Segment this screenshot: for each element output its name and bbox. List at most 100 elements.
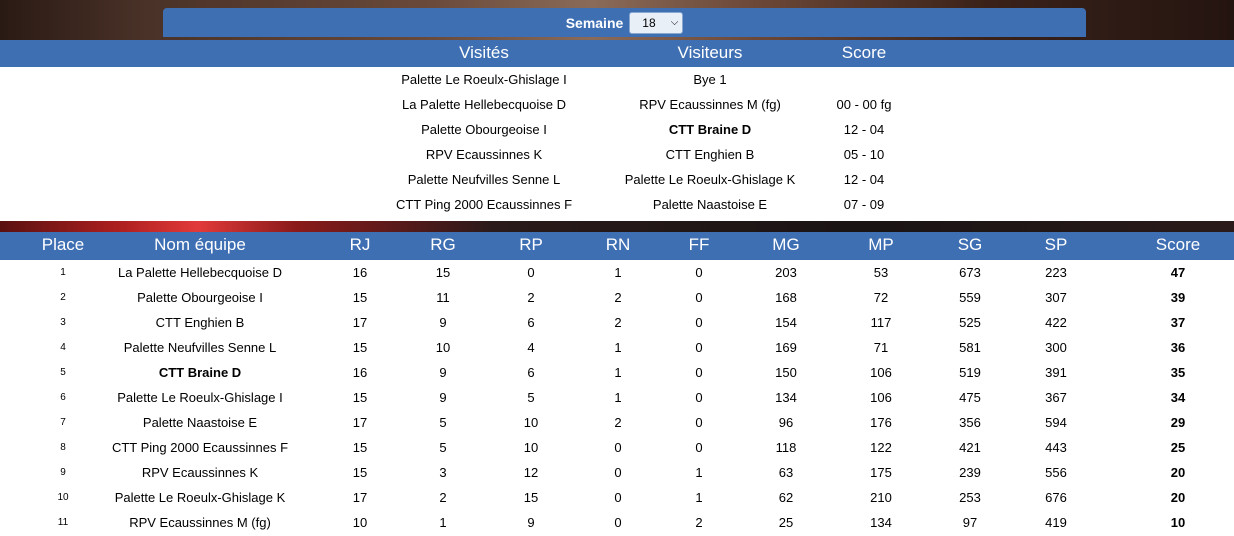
- standings-team: RPV Ecaussinnes M (fg): [129, 515, 271, 530]
- standings-score: 47: [1170, 265, 1186, 280]
- standings-team: Palette Naastoise E: [142, 415, 258, 430]
- standings-rn: 0: [614, 465, 622, 480]
- standings-place: 5: [60, 367, 66, 378]
- standings-rj: 17: [352, 415, 368, 430]
- match-score: 12 - 04: [843, 122, 885, 137]
- standings-score: 20: [1170, 465, 1186, 480]
- match-row: RPV Ecaussinnes K CTT Enghien B 05 - 10: [0, 142, 1234, 167]
- table-row: 2 Palette Obourgeoise I 15 11 2 2 0 168 72 559 307…: [0, 285, 1234, 310]
- standings-team: CTT Ping 2000 Ecaussinnes F: [111, 440, 289, 455]
- standings-header-ff: FF: [688, 235, 710, 254]
- standings-rn: 1: [614, 340, 622, 355]
- standings-place: 11: [57, 517, 69, 528]
- match-row: La Palette Hellebecquoise D RPV Ecaussinn…: [0, 92, 1234, 117]
- chevron-down-icon: ⌵: [670, 17, 679, 28]
- standings-mg: 62: [778, 490, 794, 505]
- match-away-team: Palette Le Roeulx-Ghislage K: [624, 172, 796, 187]
- standings-rn: 2: [614, 315, 622, 330]
- week-select-value: 18: [642, 15, 656, 30]
- standings-header-rj: RJ: [349, 235, 371, 254]
- standings-mg: 25: [778, 515, 794, 530]
- standings-ff: 0: [695, 290, 703, 305]
- standings-rg: 1: [439, 515, 447, 530]
- standings-mp: 53: [873, 265, 889, 280]
- standings-sg: 253: [959, 490, 981, 505]
- standings-rp: 6: [527, 365, 535, 380]
- standings-rj: 15: [352, 440, 368, 455]
- standings-rj: 17: [352, 315, 368, 330]
- standings-sp: 307: [1045, 290, 1067, 305]
- standings-place: 8: [60, 442, 66, 453]
- match-home-team: Palette Neufvilles Senne L: [407, 172, 561, 187]
- standings-sg: 673: [959, 265, 981, 280]
- standings-place: 6: [60, 392, 66, 403]
- standings-mg: 118: [775, 440, 797, 455]
- standings-rp: 2: [527, 290, 535, 305]
- standings-sp: 223: [1045, 265, 1067, 280]
- standings-place: 9: [60, 467, 66, 478]
- standings-rj: 17: [352, 490, 368, 505]
- week-selector-bar: Semaine 18 ⌵: [163, 8, 1086, 37]
- standings-team: RPV Ecaussinnes K: [141, 465, 259, 480]
- match-row: CTT Ping 2000 Ecaussinnes F Palette Naast…: [0, 192, 1234, 217]
- standings-rj: 16: [352, 265, 368, 280]
- standings-rg: 9: [439, 390, 447, 405]
- standings-rp: 10: [523, 415, 539, 430]
- match-home-team: RPV Ecaussinnes K: [425, 147, 543, 162]
- standings-rp: 12: [523, 465, 539, 480]
- standings-header-rn: RN: [605, 235, 631, 254]
- standings-rg: 2: [439, 490, 447, 505]
- standings-sp: 594: [1045, 415, 1067, 430]
- standings-mg: 168: [775, 290, 797, 305]
- standings-team: Palette Neufvilles Senne L: [123, 340, 277, 355]
- mid-banner-background: [0, 221, 1234, 232]
- table-row: 7 Palette Naastoise E 17 5 10 2 0 96 176 356 594 29: [0, 410, 1234, 435]
- week-select[interactable]: 18 ⌵: [629, 11, 684, 34]
- standings-place: 4: [60, 342, 66, 353]
- standings-mg: 154: [775, 315, 797, 330]
- standings-rp: 0: [527, 265, 535, 280]
- standings-rg: 15: [435, 265, 451, 280]
- standings-mp: 175: [870, 465, 892, 480]
- standings-team: Palette Obourgeoise I: [137, 290, 263, 305]
- standings-rg: 9: [439, 365, 447, 380]
- standings-ff: 0: [695, 415, 703, 430]
- standings-place: 7: [60, 417, 66, 428]
- standings-sg: 239: [959, 465, 981, 480]
- standings-mg: 169: [775, 340, 797, 355]
- standings-header-sg: SG: [957, 235, 983, 254]
- standings-team: Palette Le Roeulx-Ghislage K: [114, 490, 286, 505]
- standings-mg: 203: [775, 265, 797, 280]
- standings-rg: 3: [439, 465, 447, 480]
- table-row: 5 CTT Braine D 16 9 6 1 0 150 106 519 391 35: [0, 360, 1234, 385]
- standings-rp: 9: [527, 515, 535, 530]
- standings-rg: 5: [439, 415, 447, 430]
- standings-sp: 367: [1045, 390, 1067, 405]
- standings-team: La Palette Hellebecquoise D: [117, 265, 283, 280]
- standings-ff: 1: [695, 465, 703, 480]
- match-away-team: Palette Naastoise E: [652, 197, 768, 212]
- standings-header-score: Score: [1155, 235, 1201, 254]
- standings-sp: 676: [1045, 490, 1067, 505]
- match-home-team: Palette Obourgeoise I: [421, 122, 547, 137]
- standings-rp: 10: [523, 440, 539, 455]
- matches-header-home: Visités: [459, 43, 509, 62]
- standings-ff: 0: [695, 440, 703, 455]
- standings-score: 37: [1170, 315, 1186, 330]
- standings-rg: 11: [436, 290, 450, 305]
- standings-sp: 443: [1045, 440, 1067, 455]
- standings-sp: 419: [1045, 515, 1067, 530]
- standings-mg: 96: [778, 415, 794, 430]
- standings-mg: 63: [778, 465, 794, 480]
- standings-rn: 0: [614, 515, 622, 530]
- standings-rg: 10: [435, 340, 451, 355]
- standings-mp: 117: [870, 315, 892, 330]
- standings-ff: 1: [695, 490, 703, 505]
- standings-sg: 559: [959, 290, 981, 305]
- standings-rp: 5: [527, 390, 535, 405]
- standings-rn: 0: [614, 490, 622, 505]
- standings-header-place: Place: [41, 235, 85, 254]
- table-row: 10 Palette Le Roeulx-Ghislage K 17 2 15 0 1 62 2…: [0, 485, 1234, 510]
- match-score: 00 - 00 fg: [836, 97, 892, 112]
